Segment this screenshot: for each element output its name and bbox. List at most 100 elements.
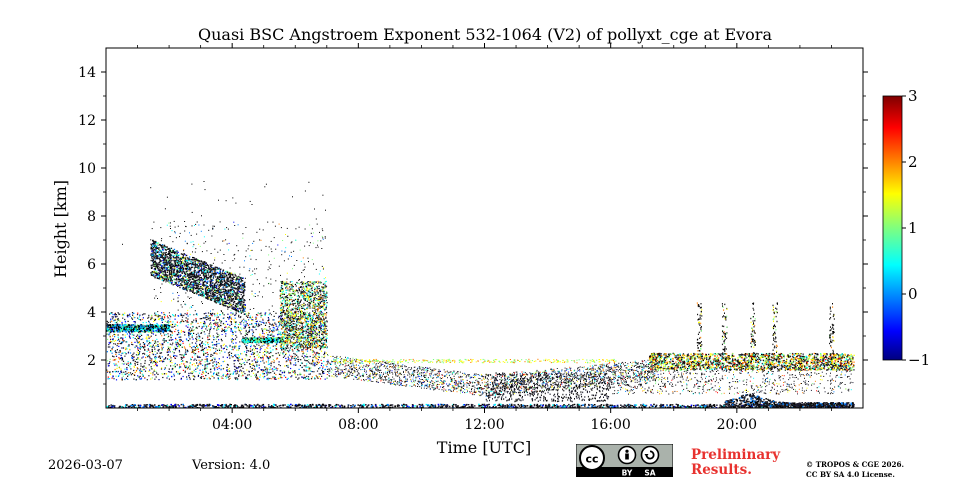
heatmap-pixel	[225, 335, 227, 337]
heatmap-pixel	[321, 332, 324, 334]
heatmap-pixel	[250, 346, 252, 348]
heatmap-pixel	[241, 358, 243, 360]
heatmap-pixel	[205, 371, 207, 373]
heatmap-pixel	[747, 406, 750, 408]
heatmap-pixel	[171, 326, 173, 328]
heatmap-pixel	[166, 315, 169, 317]
heatmap-pixel	[174, 346, 176, 348]
heatmap-pixel	[239, 345, 241, 347]
heatmap-pixel	[163, 358, 165, 360]
heatmap-pixel	[270, 333, 273, 335]
heatmap-pixel	[660, 405, 663, 407]
heatmap-pixel	[756, 405, 758, 407]
heatmap-pixel	[481, 406, 484, 408]
heatmap-pixel	[157, 345, 159, 347]
heatmap-pixel	[130, 363, 132, 365]
heatmap-pixel	[354, 404, 356, 407]
heatmap-pixel	[136, 339, 138, 341]
heatmap-pixel	[719, 404, 721, 406]
heatmap-pixel	[408, 406, 410, 408]
heatmap-pixel	[115, 339, 117, 342]
heatmap-pixel	[168, 321, 170, 323]
heatmap-pixel	[341, 405, 344, 407]
heatmap-pixel	[751, 395, 754, 397]
heatmap-pixel	[298, 377, 300, 379]
heatmap-pixel	[111, 349, 113, 351]
heatmap-pixel	[267, 357, 270, 359]
heatmap-pixel	[279, 370, 281, 372]
heatmap-pixel	[765, 405, 768, 408]
heatmap-pixel	[115, 334, 117, 336]
heatmap-pixel	[403, 406, 405, 408]
heatmap-pixel	[111, 316, 113, 318]
heatmap-pixel	[774, 403, 777, 406]
heatmap-pixel	[262, 356, 264, 359]
heatmap-pixel	[187, 315, 189, 317]
heatmap-pixel	[308, 366, 310, 368]
heatmap-pixel	[578, 404, 580, 407]
heatmap-pixel	[276, 328, 278, 330]
heatmap-pixel	[273, 319, 275, 321]
heatmap-pixel	[229, 320, 231, 322]
heatmap-pixel	[253, 368, 255, 370]
heatmap-pixel	[189, 343, 191, 345]
heatmap-pixel	[259, 313, 261, 315]
heatmap-pixel	[155, 354, 157, 356]
heatmap-pixel	[732, 398, 734, 400]
heatmap-pixel	[235, 355, 237, 358]
heatmap-pixel	[110, 312, 112, 314]
heatmap-pixel	[234, 327, 236, 329]
heatmap-pixel	[796, 405, 798, 408]
heatmap-pixel	[304, 320, 306, 322]
heatmap-pixel	[292, 355, 294, 358]
heatmap-pixel	[119, 373, 121, 375]
heatmap-pixel	[147, 317, 149, 319]
heatmap-pixel	[112, 316, 114, 318]
heatmap-pixel	[209, 329, 211, 331]
heatmap-pixel	[794, 404, 797, 406]
heatmap-pixel	[122, 324, 125, 326]
heatmap-pixel	[179, 372, 181, 374]
heatmap-pixel	[253, 359, 255, 361]
heatmap-pixel	[195, 368, 197, 370]
heatmap-pixel	[225, 375, 227, 377]
heatmap-pixel	[523, 406, 525, 408]
heatmap-pixel	[158, 348, 160, 351]
heatmap-pixel	[283, 333, 285, 336]
heatmap-pixel	[212, 406, 215, 408]
heatmap-pixel	[311, 376, 313, 378]
heatmap-pixel	[199, 318, 201, 320]
heatmap-pixel	[318, 354, 320, 356]
heatmap-pixel	[153, 369, 155, 371]
heatmap-pixel	[294, 374, 297, 376]
heatmap-pixel	[735, 404, 737, 407]
heatmap-pixel	[319, 349, 321, 351]
heatmap-pixel	[533, 405, 536, 407]
heatmap-pixel	[162, 343, 164, 345]
heatmap-pixel	[195, 327, 197, 329]
heatmap-pixel	[729, 406, 731, 408]
heatmap-pixel	[207, 361, 209, 363]
heatmap-pixel	[160, 368, 163, 370]
heatmap-pixel	[323, 364, 325, 366]
heatmap-pixel	[305, 370, 307, 372]
heatmap-pixel	[282, 405, 284, 407]
heatmap-pixel	[163, 332, 165, 334]
heatmap-pixel	[131, 332, 133, 334]
heatmap-pixel	[195, 320, 197, 322]
heatmap-pixel	[488, 403, 490, 406]
heatmap-pixel	[201, 405, 203, 407]
heatmap-pixel	[269, 330, 271, 332]
heatmap-pixel	[236, 372, 238, 374]
heatmap-pixel	[319, 367, 321, 369]
heatmap-pixel	[497, 404, 499, 407]
heatmap-pixel	[249, 348, 251, 350]
heatmap-pixel	[172, 368, 174, 370]
heatmap-pixel	[198, 351, 200, 353]
heatmap-pixel	[113, 363, 115, 365]
heatmap-pixel	[109, 332, 111, 334]
heatmap-pixel	[210, 322, 212, 324]
heatmap-pixel	[161, 318, 163, 320]
heatmap-pixel	[133, 369, 135, 372]
heatmap-pixel	[175, 339, 177, 341]
